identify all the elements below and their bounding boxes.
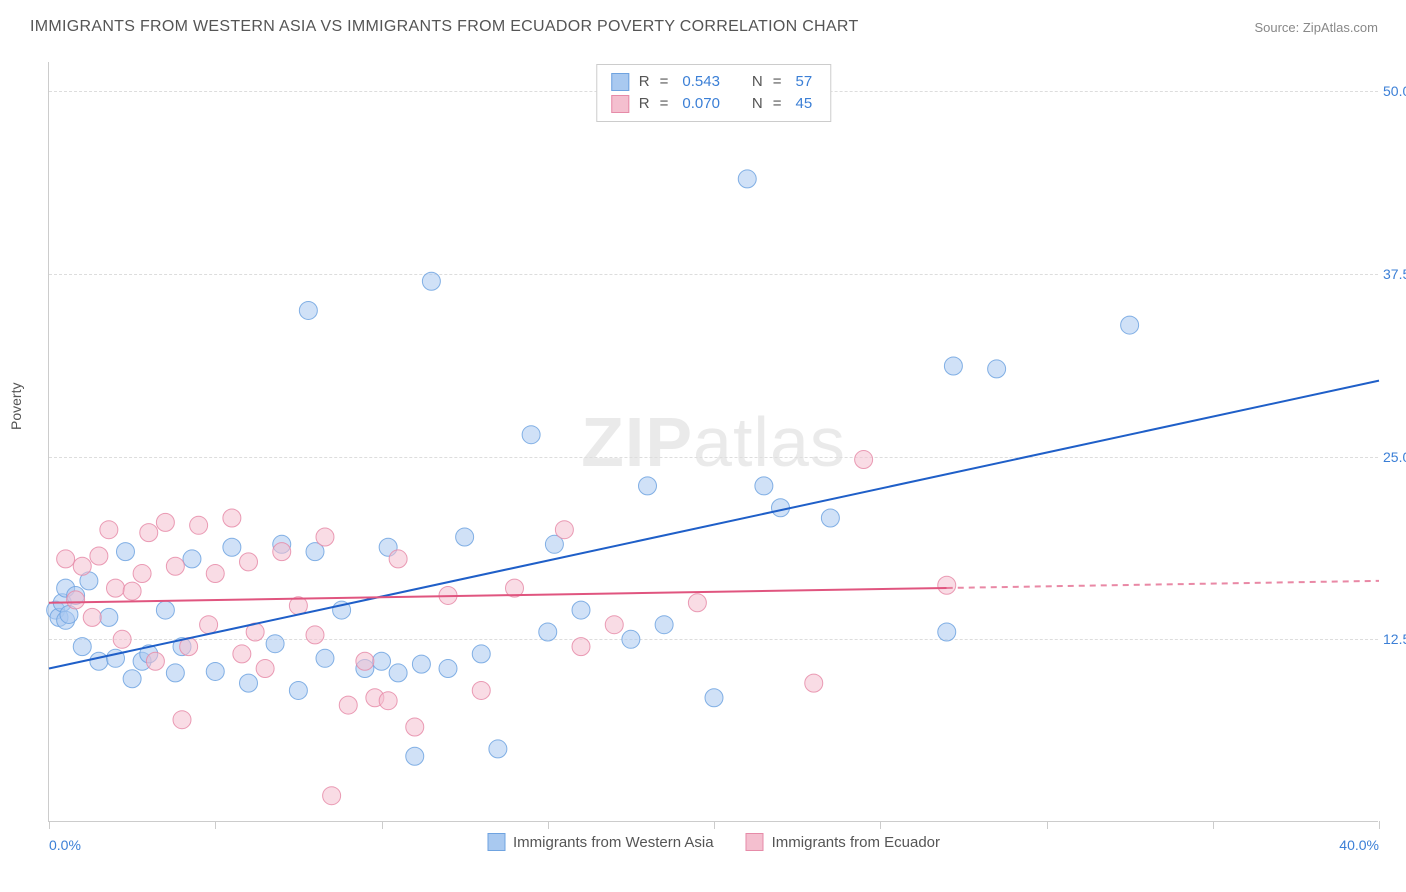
legend-label: Immigrants from Ecuador xyxy=(772,834,940,851)
xtick xyxy=(1047,821,1048,829)
xtick xyxy=(382,821,383,829)
xtick-label: 0.0% xyxy=(49,837,81,853)
legend-swatch-series-1 xyxy=(611,73,629,91)
xtick xyxy=(49,821,50,829)
ytick-label: 25.0% xyxy=(1383,449,1406,465)
xtick xyxy=(880,821,881,829)
legend-swatch-series-2 xyxy=(746,833,764,851)
legend-item: Immigrants from Ecuador xyxy=(746,833,940,851)
source-label: Source: xyxy=(1254,20,1302,35)
legend-swatch-series-1 xyxy=(487,833,505,851)
scatter-svg xyxy=(49,62,1378,821)
equals-sign: = xyxy=(660,71,669,93)
equals-sign: = xyxy=(773,71,782,93)
legend-label: Immigrants from Western Asia xyxy=(513,834,714,851)
n-label: N xyxy=(752,93,763,115)
ytick-label: 37.5% xyxy=(1383,266,1406,282)
correlation-legend-row: R = 0.070 N = 45 xyxy=(611,93,816,115)
equals-sign: = xyxy=(773,93,782,115)
r-label: R xyxy=(639,93,650,115)
ytick-label: 12.5% xyxy=(1383,631,1406,647)
correlation-legend-row: R = 0.543 N = 57 xyxy=(611,71,816,93)
r-label: R xyxy=(639,71,650,93)
chart-title: IMMIGRANTS FROM WESTERN ASIA VS IMMIGRAN… xyxy=(30,18,859,36)
legend-item: Immigrants from Western Asia xyxy=(487,833,714,851)
r-value: 0.543 xyxy=(678,71,724,93)
equals-sign: = xyxy=(660,93,669,115)
xtick xyxy=(714,821,715,829)
source-attribution: Source: ZipAtlas.com xyxy=(1254,20,1378,35)
n-value: 57 xyxy=(792,71,817,93)
n-value: 45 xyxy=(792,93,817,115)
ytick-label: 50.0% xyxy=(1383,83,1406,99)
chart-plot-area: ZIPatlas 12.5%25.0%37.5%50.0% 0.0%40.0% … xyxy=(48,62,1378,822)
legend-swatch-series-2 xyxy=(611,95,629,113)
xtick xyxy=(215,821,216,829)
xtick xyxy=(1379,821,1380,829)
xtick xyxy=(1213,821,1214,829)
n-label: N xyxy=(752,71,763,93)
source-name: ZipAtlas.com xyxy=(1303,20,1378,35)
xtick-label: 40.0% xyxy=(1339,837,1379,853)
correlation-legend: R = 0.543 N = 57 R = 0.070 N = 45 xyxy=(596,64,831,122)
xtick xyxy=(548,821,549,829)
r-value: 0.070 xyxy=(678,93,724,115)
y-axis-label: Poverty xyxy=(8,383,24,430)
series-legend: Immigrants from Western Asia Immigrants … xyxy=(487,833,940,851)
